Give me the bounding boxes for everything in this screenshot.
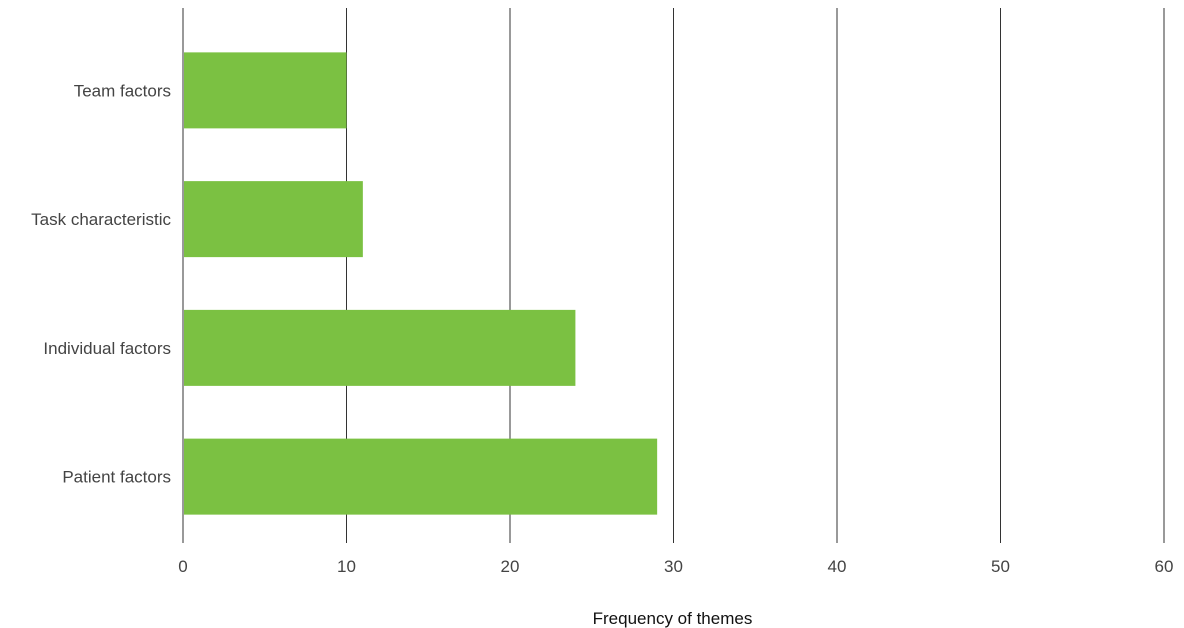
x-tick-label: 0	[178, 557, 187, 576]
x-tick-label: 10	[337, 557, 356, 576]
x-tick-label: 20	[501, 557, 520, 576]
category-label: Task characteristic	[31, 210, 171, 229]
bar-individual-factors	[184, 309, 576, 386]
category-label: Patient factors	[62, 468, 171, 487]
bar-team-factors	[184, 52, 347, 129]
category-labels: Team factors Task characteristic Individua…	[31, 81, 171, 486]
x-tick-labels: 0 10 20 30 40 50 60	[178, 557, 1173, 576]
bar-task-characteristic	[184, 181, 363, 258]
category-label: Individual factors	[43, 339, 171, 358]
x-tick-label: 60	[1155, 557, 1174, 576]
bar-patient-factors	[184, 438, 658, 515]
x-tick-label: 30	[664, 557, 683, 576]
x-axis-title: Frequency of themes	[593, 609, 753, 628]
category-label: Team factors	[74, 81, 171, 100]
x-tick-label: 50	[991, 557, 1010, 576]
bars	[184, 52, 658, 515]
x-tick-label: 40	[828, 557, 847, 576]
